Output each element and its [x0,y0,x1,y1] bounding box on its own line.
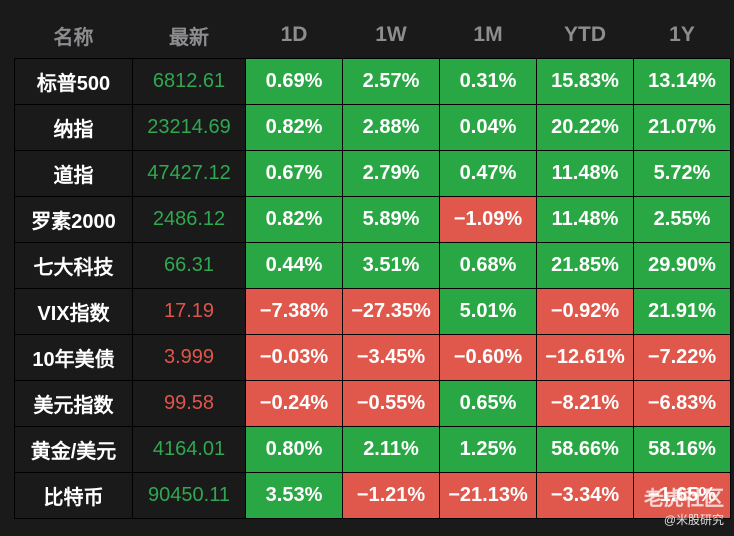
change-cell: 21.07% [633,104,731,151]
change-cell: −1.09% [439,196,537,243]
change-cell: 2.11% [342,426,440,473]
table-row: 美元指数 99.58 −0.24% −0.55% 0.65% −8.21% −6.83% [14,380,731,427]
header-row: 名称 最新 1D 1W 1M YTD 1Y [15,12,731,59]
asset-name: 比特币 [14,472,133,519]
header-col-name: 名称 [53,26,94,49]
last-price: 90450.11 [132,472,246,519]
header-col-last: 最新 [169,26,209,49]
change-cell: −12.61% [536,334,634,381]
last-price: 17.19 [132,288,246,335]
change-cell: −7.22% [633,334,731,381]
asset-name: 罗素2000 [14,196,133,243]
change-cell: 2.55% [633,196,731,243]
market-performance-table: 名称 最新 1D 1W 1M YTD 1Y 标普500 6812.61 0.69% 2.57% 0.… [14,12,731,519]
last-price: 6812.61 [132,58,246,105]
change-cell: 11.48% [536,196,634,243]
change-cell: 20.22% [536,104,634,151]
change-cell: −1.65% [633,472,731,519]
last-price: 2486.12 [132,196,246,243]
table-row: VIX指数 17.19 −7.38% −27.35% 5.01% −0.92% 21.91% [14,288,731,335]
table-row: 比特币 90450.11 3.53% −1.21% −21.13% −3.34% −1.65… [14,472,731,519]
table-row: 10年美债 3.999 −0.03% −3.45% −0.60% −12.61% −7.22… [14,334,731,381]
table-row: 黄金/美元 4164.01 0.80% 2.11% 1.25% 58.66% 58.16% [14,426,731,473]
change-cell: −6.83% [633,380,731,427]
table-row: 罗素2000 2486.12 0.82% 5.89% −1.09% 11.48% 2.55% [14,196,731,243]
change-cell: 21.91% [633,288,731,335]
change-cell: −27.35% [342,288,440,335]
change-cell: −3.45% [342,334,440,381]
watermark-author: @米股研究 [663,513,724,527]
watermark-community: 老虎社区 [644,488,724,510]
change-cell: 1.25% [439,426,537,473]
asset-name: 纳指 [14,104,133,151]
change-cell: 5.01% [439,288,537,335]
last-price: 99.58 [132,380,246,427]
change-cell: 3.53% [245,472,343,519]
change-cell: 2.79% [342,150,440,197]
last-price: 23214.69 [132,104,246,151]
change-cell: 3.51% [342,242,440,289]
change-cell: 29.90% [633,242,731,289]
change-cell: 0.04% [439,104,537,151]
change-cell: 5.89% [342,196,440,243]
change-cell: 58.16% [633,426,731,473]
change-cell: 0.44% [245,242,343,289]
change-cell: 58.66% [536,426,634,473]
change-cell: 11.48% [536,150,634,197]
asset-name: 10年美债 [14,334,133,381]
change-cell: 0.31% [439,58,537,105]
change-cell: 5.72% [633,150,731,197]
asset-name: 标普500 [14,58,133,105]
change-cell: −3.34% [536,472,634,519]
change-cell: 0.65% [439,380,537,427]
last-price: 4164.01 [132,426,246,473]
table-row: 标普500 6812.61 0.69% 2.57% 0.31% 15.83% 13.14% [14,58,731,105]
header-col-1d: 1D [280,23,308,46]
change-cell: −0.24% [245,380,343,427]
change-cell: 0.82% [245,196,343,243]
header-col-1w: 1W [375,23,407,46]
change-cell: 0.69% [245,58,343,105]
change-cell: −7.38% [245,288,343,335]
change-cell: 13.14% [633,58,731,105]
change-cell: 2.88% [342,104,440,151]
table-body: 标普500 6812.61 0.69% 2.57% 0.31% 15.83% 13.14% 纳… [14,58,731,519]
table-row: 七大科技 66.31 0.44% 3.51% 0.68% 21.85% 29.90% [14,242,731,289]
change-cell: −1.21% [342,472,440,519]
market-table-container: 名称 最新 1D 1W 1M YTD 1Y 标普500 6812.61 0.69% 2.57% 0.… [14,12,731,519]
asset-name: 七大科技 [14,242,133,289]
change-cell: 0.68% [439,242,537,289]
change-cell: −0.03% [245,334,343,381]
change-cell: 2.57% [342,58,440,105]
change-cell: −21.13% [439,472,537,519]
change-cell: −8.21% [536,380,634,427]
change-cell: 0.47% [439,150,537,197]
asset-name: 黄金/美元 [14,426,133,473]
change-cell: −0.92% [536,288,634,335]
change-cell: 15.83% [536,58,634,105]
change-cell: −0.55% [342,380,440,427]
table-row: 纳指 23214.69 0.82% 2.88% 0.04% 20.22% 21.07% [14,104,731,151]
last-price: 66.31 [132,242,246,289]
asset-name: 美元指数 [14,380,133,427]
table-row: 道指 47427.12 0.67% 2.79% 0.47% 11.48% 5.72% [14,150,731,197]
change-cell: 21.85% [536,242,634,289]
change-cell: 0.82% [245,104,343,151]
header-col-1y: 1Y [669,23,695,46]
change-cell: 0.67% [245,150,343,197]
watermark: 老虎社区 @米股研究 [644,482,724,528]
asset-name: 道指 [14,150,133,197]
change-cell: 0.80% [245,426,343,473]
asset-name: VIX指数 [14,288,133,335]
last-price: 3.999 [132,334,246,381]
header-col-ytd: YTD [564,23,606,46]
last-price: 47427.12 [132,150,246,197]
change-cell: −0.60% [439,334,537,381]
header-col-1m: 1M [473,23,503,46]
